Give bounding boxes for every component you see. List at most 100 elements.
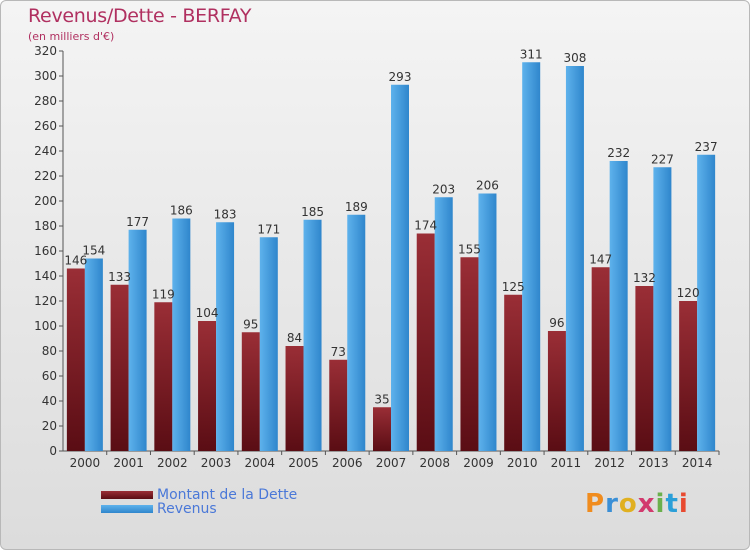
y-tick-label: 220 (34, 169, 57, 183)
value-label-revenue-2003: 183 (214, 207, 237, 221)
chart-title: Revenus/Dette - BERFAY (28, 5, 252, 27)
y-axis: 0 20 40 60 80 100 120 140 160 180 200 220 240 260 280 3… (34, 44, 64, 458)
x-tick-label: 2003 (201, 456, 232, 470)
bar-debt-2010 (504, 294, 523, 451)
legend-item-debt: Montant de la Dette (101, 487, 297, 503)
bar-debt-2012 (591, 267, 610, 451)
value-label-revenue-2004: 171 (257, 222, 280, 236)
y-tick-label: 280 (34, 94, 57, 108)
bar-revenue-2005 (303, 219, 322, 451)
value-label-debt-2004: 95 (243, 317, 258, 331)
bar-debt-2014 (679, 301, 698, 451)
legend-label-revenue: Revenus (157, 501, 217, 517)
x-tick-label: 2011 (551, 456, 582, 470)
value-label-debt-2009: 155 (458, 242, 481, 256)
bar-revenue-2004 (259, 237, 278, 451)
value-label-debt-2000: 146 (64, 254, 87, 268)
value-label-debt-2002: 119 (152, 287, 175, 301)
bar-revenue-2007 (391, 84, 409, 451)
value-label-debt-2003: 104 (196, 306, 219, 320)
value-label-debt-2007: 35 (374, 392, 389, 406)
value-label-debt-2010: 125 (502, 280, 525, 294)
value-label-debt-2014: 120 (677, 286, 700, 300)
logo-letter: x (637, 489, 656, 519)
bar-debt-2004 (241, 332, 260, 451)
legend-label-debt: Montant de la Dette (157, 487, 298, 503)
y-tick-label: 180 (34, 219, 57, 233)
value-label-revenue-2009: 206 (476, 179, 499, 193)
x-tick-label: 2009 (463, 456, 494, 470)
bar-revenue-2008 (434, 197, 453, 451)
y-tick-label: 240 (34, 144, 57, 158)
value-label-revenue-2014: 237 (695, 140, 718, 154)
logo-letter: t (665, 489, 679, 519)
y-tick-label: 80 (42, 344, 57, 358)
value-label-revenue-2005: 185 (301, 205, 324, 219)
bar-revenue-2003 (216, 222, 235, 451)
x-axis: 2000 2001 2002 2003 2004 2005 2006 2007 2008 2009… (63, 450, 720, 470)
bar-revenue-2014 (697, 154, 716, 451)
y-tick-label: 40 (42, 394, 57, 408)
bar-debt-2009 (460, 257, 479, 451)
chart-subtitle: (en milliers d'€) (28, 30, 115, 43)
x-tick-label: 2000 (70, 456, 101, 470)
y-tick-label: 140 (34, 269, 57, 283)
x-tick-label: 2006 (332, 456, 363, 470)
proxiti-logo: Proxiti (585, 489, 689, 519)
logo-letter: o (618, 489, 638, 519)
y-tick-label: 0 (49, 444, 57, 458)
value-label-revenue-2011: 308 (563, 51, 586, 65)
value-label-revenue-2007: 293 (389, 70, 412, 84)
value-label-debt-2006: 73 (331, 345, 346, 359)
y-tick-label: 320 (34, 44, 57, 58)
bar-revenue-2011 (565, 66, 584, 451)
x-tick-label: 2007 (376, 456, 407, 470)
value-label-revenue-2008: 203 (432, 182, 455, 196)
bar-revenue-2002 (172, 218, 191, 451)
value-label-revenue-2002: 186 (170, 204, 193, 218)
value-label-debt-2013: 132 (633, 271, 656, 285)
x-tick-label: 2014 (682, 456, 713, 470)
legend-item-revenue: Revenus (101, 501, 217, 517)
bar-debt-2011 (547, 331, 566, 451)
bar-debt-2003 (198, 321, 217, 451)
value-label-revenue-2001: 177 (126, 215, 149, 229)
bar-debt-2000 (66, 268, 85, 451)
x-tick-label: 2013 (638, 456, 669, 470)
bar-debt-2005 (285, 346, 304, 451)
logo-letter: P (585, 489, 606, 519)
y-tick-label: 60 (42, 369, 57, 383)
value-label-revenue-2006: 189 (345, 200, 368, 214)
x-tick-label: 2012 (594, 456, 625, 470)
value-label-debt-2005: 84 (287, 331, 302, 345)
value-label-revenue-2000: 154 (82, 244, 105, 258)
y-tick-label: 200 (34, 194, 57, 208)
x-tick-label: 2002 (157, 456, 188, 470)
x-tick-label: 2001 (113, 456, 144, 470)
logo-letter: i (678, 489, 689, 519)
y-tick-label: 100 (34, 319, 57, 333)
bar-debt-2001 (110, 284, 129, 451)
value-label-debt-2001: 133 (108, 270, 131, 284)
bar-debt-2008 (416, 233, 435, 451)
bars (66, 62, 716, 451)
value-label-debt-2011: 96 (549, 316, 564, 330)
bar-debt-2006 (329, 359, 348, 451)
x-tick-label: 2010 (507, 456, 538, 470)
bar-debt-2007 (373, 407, 391, 451)
bar-revenue-2006 (347, 214, 366, 451)
bar-revenue-2001 (128, 229, 147, 451)
bar-revenue-2000 (84, 258, 103, 451)
x-tick-label: 2004 (245, 456, 276, 470)
legend-swatch-debt (101, 491, 153, 499)
legend-swatch-revenue (101, 505, 153, 513)
bar-revenue-2009 (478, 193, 497, 451)
logo-letter: r (605, 489, 619, 519)
value-label-revenue-2012: 232 (607, 146, 630, 160)
y-tick-label: 260 (34, 119, 57, 133)
bar-debt-2002 (154, 302, 173, 451)
value-label-revenue-2013: 227 (651, 152, 674, 166)
y-tick-label: 20 (42, 419, 57, 433)
